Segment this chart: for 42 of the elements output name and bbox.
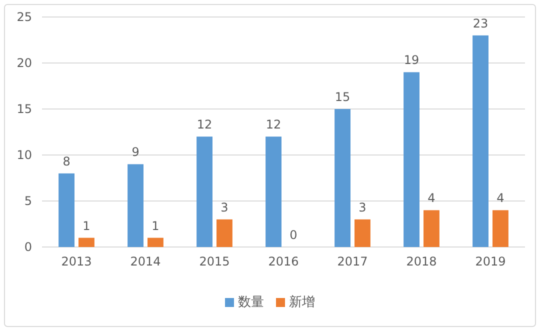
data-label: 4 <box>496 191 504 206</box>
bar <box>196 136 212 247</box>
data-label: 8 <box>62 154 70 168</box>
data-label: 12 <box>196 118 212 132</box>
x-tick-label: 2015 <box>199 254 230 269</box>
data-label: 12 <box>266 118 282 132</box>
bar <box>128 164 144 247</box>
y-tick-label: 25 <box>16 10 32 24</box>
x-tick-label: 2018 <box>406 254 437 269</box>
y-tick-label: 10 <box>16 148 32 162</box>
legend-label: 新增 <box>289 295 315 310</box>
data-label: 9 <box>132 145 140 160</box>
bar <box>148 238 164 247</box>
bar <box>404 72 420 247</box>
y-tick-label: 5 <box>24 194 32 208</box>
data-label: 0 <box>290 228 298 242</box>
bar <box>216 219 232 247</box>
bar <box>334 109 350 247</box>
y-tick-label: 15 <box>16 102 32 116</box>
x-tick-label: 2016 <box>268 254 299 269</box>
bar <box>424 210 440 247</box>
bar <box>266 136 282 247</box>
bar <box>58 173 74 247</box>
bar <box>78 238 94 247</box>
data-label: 3 <box>220 200 228 214</box>
x-tick-label: 2013 <box>61 254 92 269</box>
data-label: 1 <box>82 218 90 233</box>
x-tick-label: 2019 <box>475 254 506 269</box>
legend-label: 数量 <box>238 295 264 310</box>
bar <box>354 219 370 247</box>
data-label: 19 <box>404 53 420 68</box>
data-label: 23 <box>472 16 488 30</box>
x-tick-label: 2014 <box>130 254 161 269</box>
x-tick-label: 2017 <box>337 254 368 269</box>
data-label: 4 <box>428 191 436 206</box>
y-tick-label: 20 <box>16 56 32 70</box>
bar <box>492 210 508 247</box>
data-label: 15 <box>334 90 350 104</box>
data-label: 1 <box>152 218 160 233</box>
bar <box>472 35 488 247</box>
data-label: 3 <box>358 200 366 214</box>
y-tick-label: 0 <box>24 240 32 254</box>
